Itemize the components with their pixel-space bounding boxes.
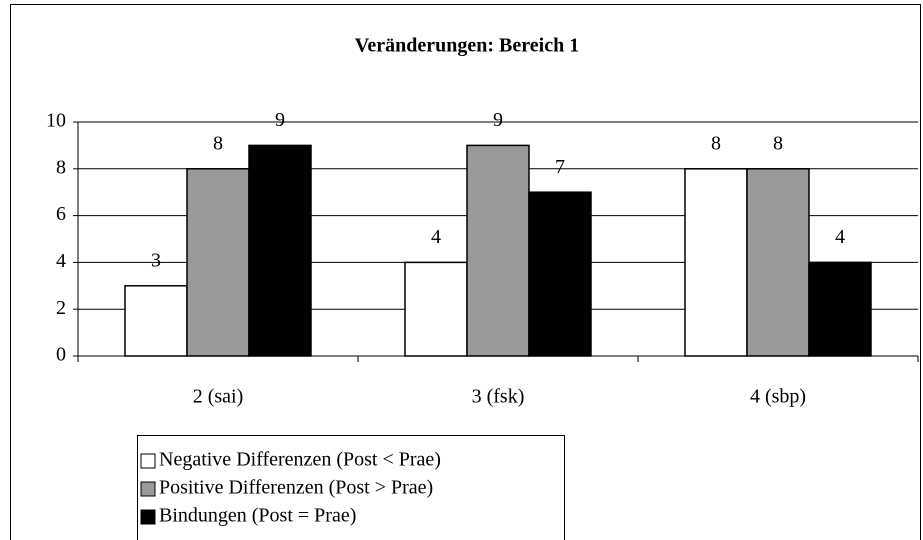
data-label: 9	[493, 109, 503, 131]
y-tick-label: 2	[56, 297, 66, 319]
bar	[808, 261, 872, 357]
legend-swatch	[140, 481, 156, 497]
data-label: 8	[711, 132, 721, 154]
x-tick-label: 3 (fsk)	[472, 386, 525, 408]
data-label: 4	[431, 226, 441, 248]
legend-swatch	[140, 453, 156, 469]
data-label: 3	[151, 249, 161, 271]
bar	[684, 168, 748, 357]
y-tick-label: 4	[56, 250, 66, 272]
bar	[186, 168, 250, 357]
legend-swatch	[140, 509, 156, 525]
data-label: 4	[835, 226, 845, 248]
legend-label: Bindungen (Post = Prae)	[159, 505, 356, 527]
y-tick-label: 8	[56, 156, 66, 178]
bar	[528, 191, 592, 357]
x-tick-label: 2 (sai)	[193, 386, 244, 408]
legend-label: Positive Differenzen (Post > Prae)	[159, 477, 433, 499]
legend-box	[137, 435, 565, 540]
y-tick-label: 10	[46, 110, 66, 132]
y-tick-label: 6	[56, 203, 66, 225]
data-label: 9	[275, 109, 285, 131]
bar	[746, 168, 810, 357]
x-tick-label: 4 (sbp)	[750, 386, 806, 408]
legend-label: Negative Differenzen (Post < Prae)	[159, 449, 441, 471]
bar	[124, 285, 188, 357]
bar	[466, 144, 530, 357]
data-label: 8	[213, 132, 223, 154]
data-label: 8	[773, 132, 783, 154]
bar	[404, 261, 468, 357]
bar	[248, 144, 312, 357]
data-label: 7	[555, 156, 565, 178]
y-tick-label: 0	[56, 344, 66, 366]
chart-title: Veränderungen: Bereich 1	[355, 35, 579, 57]
